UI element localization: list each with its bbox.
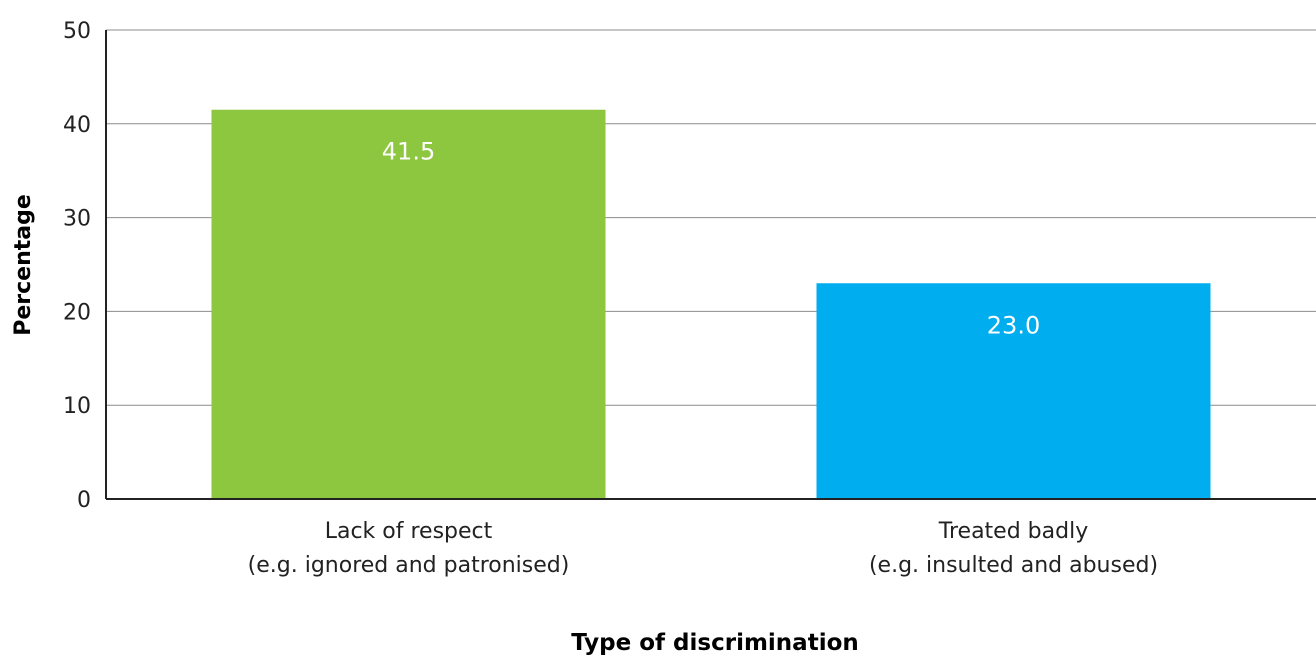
y-tick-label-10: 10 [63, 394, 91, 419]
axes [105, 30, 1316, 500]
category-label-2-line1: Treated badly [938, 519, 1088, 544]
y-tick-label-50: 50 [63, 19, 91, 44]
y-tick-label-0: 0 [77, 488, 91, 513]
category-labels: Lack of respect (e.g. ignored and patroni… [248, 519, 1158, 578]
bar-2 [816, 283, 1211, 499]
bar-1 [211, 109, 606, 499]
y-tick-label-40: 40 [63, 113, 91, 138]
y-tick-labels: 0 10 20 30 40 50 [63, 19, 91, 513]
x-axis-title: Type of discrimination [571, 630, 859, 656]
data-label-1: 41.5 [382, 138, 435, 166]
bars: 41.5 23.0 [211, 109, 1211, 499]
category-label-1-line2: (e.g. ignored and patronised) [248, 553, 570, 578]
y-axis-title: Percentage [11, 194, 36, 336]
y-tick-label-20: 20 [63, 300, 91, 325]
category-label-1-line1: Lack of respect [325, 519, 493, 544]
data-label-2: 23.0 [987, 311, 1040, 339]
category-label-2-line2: (e.g. insulted and abused) [869, 553, 1158, 578]
y-tick-label-30: 30 [63, 207, 91, 232]
